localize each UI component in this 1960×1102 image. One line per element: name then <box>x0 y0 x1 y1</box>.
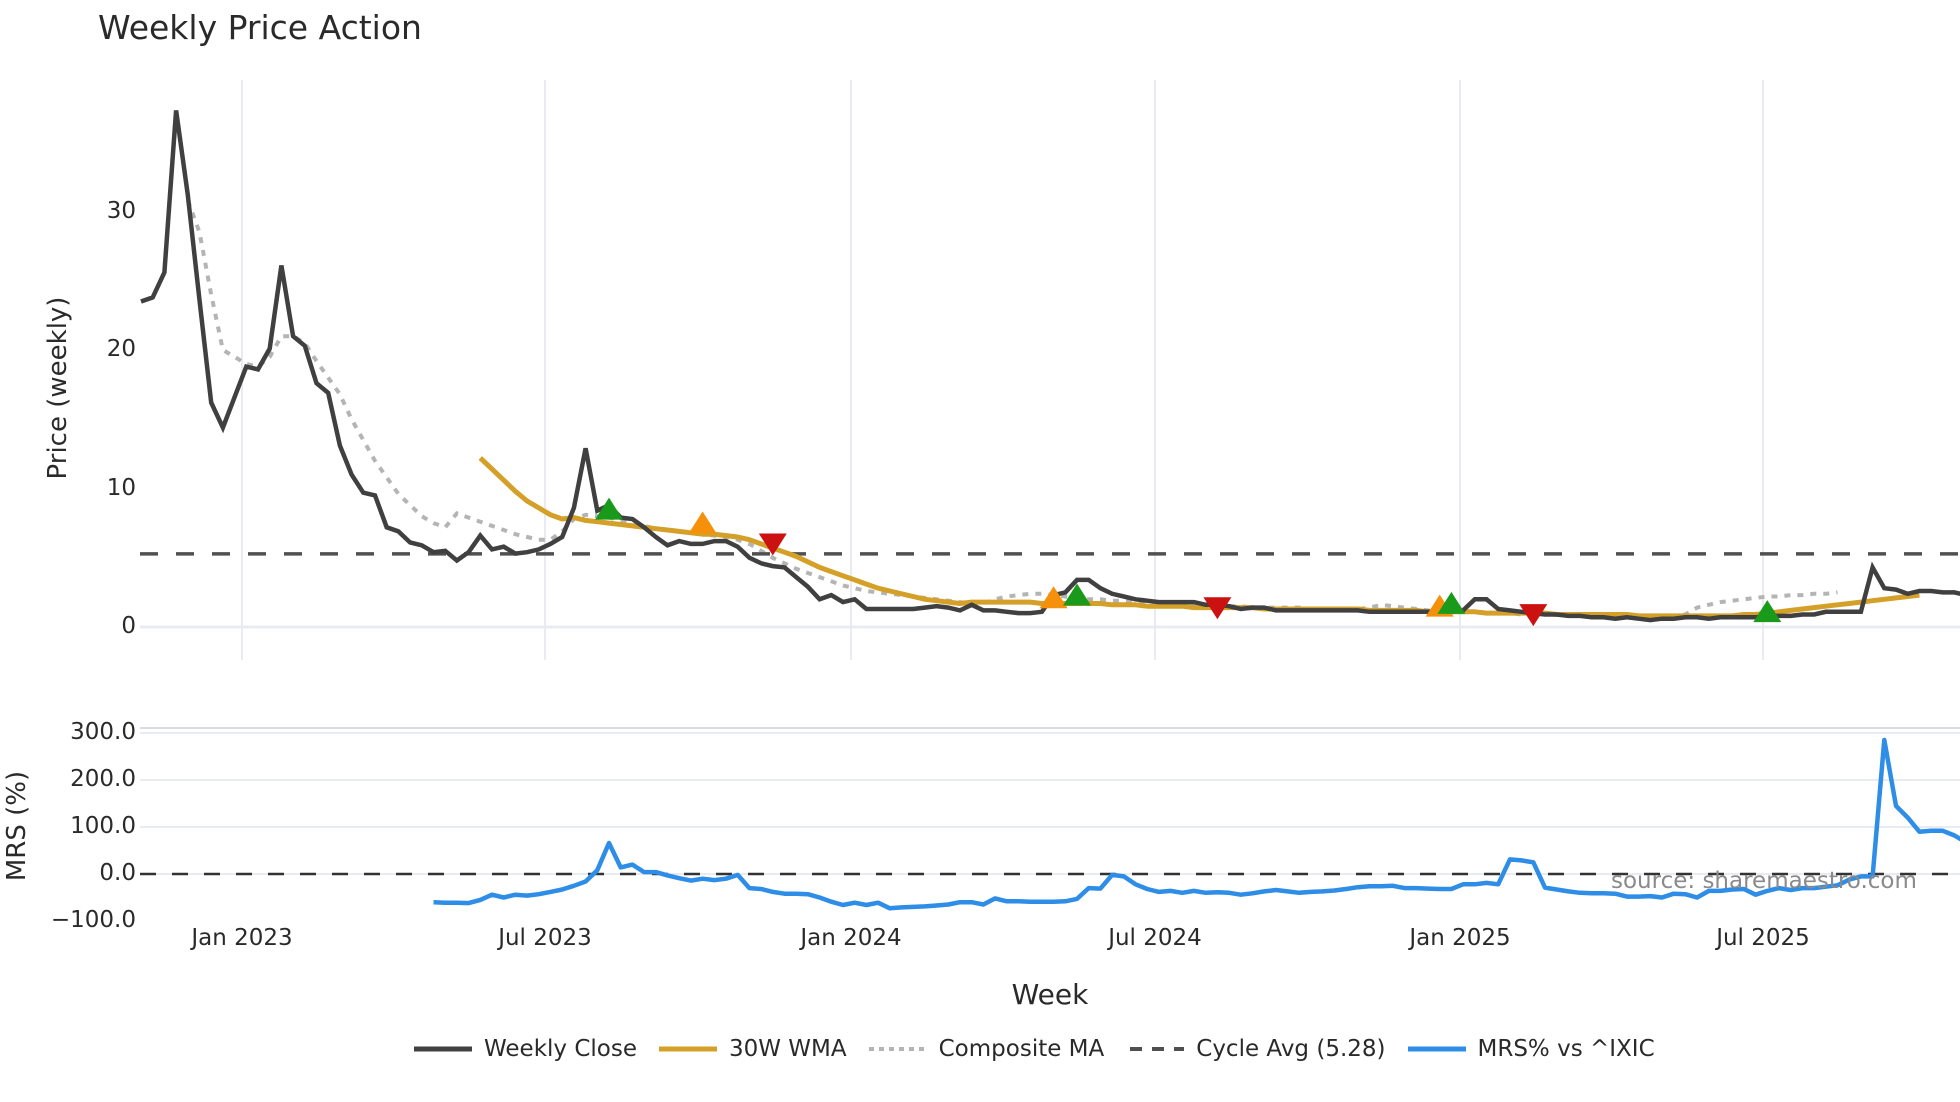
mrs-y-tick: 200.0 <box>70 766 136 792</box>
wma-line <box>478 456 1920 619</box>
dashed-line-swatch-icon <box>1126 1042 1185 1056</box>
sell-signal-icon <box>758 533 787 556</box>
weekly-close-line <box>140 110 1960 623</box>
price-y-tick: 10 <box>106 474 136 501</box>
buy-signal-icon <box>1063 583 1091 606</box>
price-y-tick: 30 <box>106 197 136 224</box>
legend-item-cycle-avg[interactable]: Cycle Avg (5.28) <box>1126 1036 1386 1062</box>
price-axis-label: Price (weekly) <box>43 296 73 480</box>
composite-ma-line <box>185 199 1838 618</box>
solid-line-swatch-icon <box>1407 1042 1466 1056</box>
price-y-tick: 0 <box>121 613 136 639</box>
x-tick: Jan 2024 <box>800 925 902 951</box>
x-axis-label: Week <box>1011 978 1089 1011</box>
solid-line-swatch-icon <box>658 1042 717 1056</box>
x-tick: Jan 2023 <box>191 925 293 951</box>
legend-item-composite-ma[interactable]: Composite MA <box>868 1036 1105 1062</box>
mrs-y-tick: 300.0 <box>70 719 136 745</box>
mrs-y-tick: −100.0 <box>50 907 136 933</box>
mrs-y-tick: 100.0 <box>70 813 136 839</box>
legend-label: Cycle Avg (5.28) <box>1196 1036 1386 1062</box>
x-tick: Jan 2025 <box>1409 925 1511 951</box>
caution-signal-icon <box>688 511 717 534</box>
legend-item-weekly-close[interactable]: Weekly Close <box>414 1036 637 1062</box>
x-tick: Jul 2023 <box>498 925 592 951</box>
sell-signal-icon <box>1519 604 1548 627</box>
legend: Weekly Close 30W WMA Composite MA Cycle … <box>414 1036 1677 1062</box>
mrs-y-tick: 0.0 <box>99 860 136 886</box>
legend-label: Composite MA <box>938 1036 1105 1062</box>
legend-label: MRS% vs ^IXIC <box>1477 1036 1655 1062</box>
mrs-line <box>433 737 1960 911</box>
source-annotation: source: sharemaestro.com <box>1611 868 1917 894</box>
buy-signal-icon <box>1437 591 1466 614</box>
chart-title: Weekly Price Action <box>98 8 422 47</box>
mrs-axis-label: MRS (%) <box>2 770 32 882</box>
solid-line-swatch-icon <box>414 1042 472 1056</box>
price-y-tick: 20 <box>106 336 136 362</box>
dotted-line-swatch-icon <box>868 1042 927 1056</box>
x-tick: Jul 2024 <box>1108 925 1202 951</box>
legend-item-mrs[interactable]: MRS% vs ^IXIC <box>1407 1036 1655 1062</box>
legend-label: Weekly Close <box>484 1036 637 1062</box>
buy-signal-icon <box>1753 600 1782 623</box>
caution-signal-icon <box>1039 586 1068 609</box>
legend-label: 30W WMA <box>728 1036 847 1062</box>
sell-signal-icon <box>1203 597 1232 620</box>
legend-item-30w-wma[interactable]: 30W WMA <box>658 1036 847 1062</box>
x-tick: Jul 2025 <box>1716 925 1810 951</box>
buy-signal-icon <box>595 497 623 520</box>
